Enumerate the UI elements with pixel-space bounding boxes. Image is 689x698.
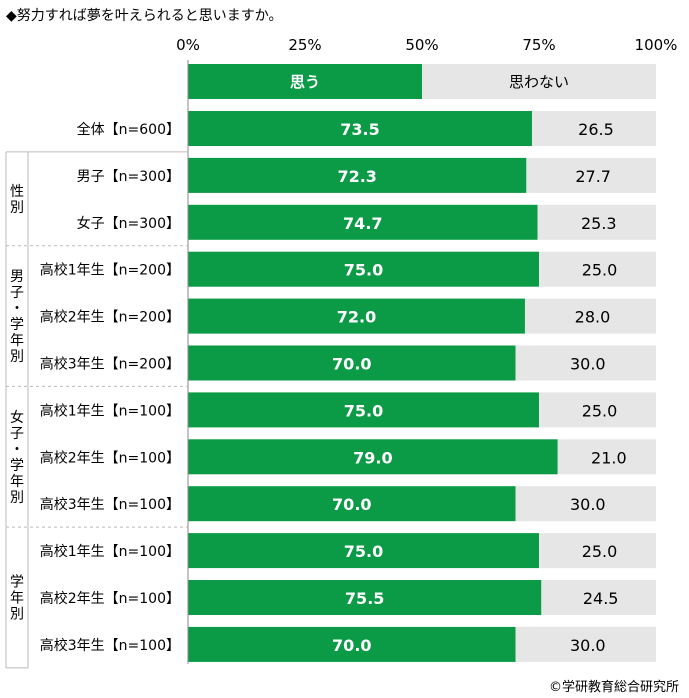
- bar-no: [537, 204, 656, 240]
- data-label-no: 30.0: [570, 636, 606, 655]
- x-tick-label: 100%: [635, 36, 678, 54]
- data-label-no: 30.0: [570, 495, 606, 514]
- data-label-yes: 70.0: [332, 636, 371, 655]
- data-label-yes: 70.0: [332, 355, 371, 374]
- legend-yes-swatch: [188, 64, 422, 99]
- bar-yes: [188, 439, 558, 475]
- data-label-no: 26.5: [578, 120, 614, 139]
- bar-yes: [188, 392, 539, 428]
- category-label: 高校3年生【n=100】: [40, 637, 180, 654]
- chart-title: ◆努力すれば夢を叶えられると思いますか。: [6, 8, 283, 24]
- data-label-no: 21.0: [591, 448, 627, 467]
- data-label-no: 30.0: [570, 355, 606, 374]
- category-label: 高校1年生【n=200】: [40, 262, 180, 279]
- category-label: 高校2年生【n=200】: [40, 309, 180, 326]
- data-label-no: 24.5: [583, 589, 619, 608]
- bar-yes: [188, 111, 532, 146]
- bar-no: [515, 626, 656, 662]
- data-label-yes: 74.7: [343, 214, 382, 233]
- x-tick-label: 0%: [176, 36, 200, 54]
- bar-no: [541, 580, 656, 615]
- data-label-yes: 73.5: [340, 120, 379, 139]
- legend-no-swatch: [422, 64, 656, 99]
- category-label: 高校1年生【n=100】: [40, 402, 180, 419]
- bar-no: [515, 345, 656, 381]
- x-tick-label: 25%: [288, 36, 321, 54]
- data-label-yes: 79.0: [353, 448, 392, 467]
- bar-no: [539, 251, 656, 287]
- data-label-yes: 75.5: [345, 589, 384, 608]
- x-tick-label: 75%: [522, 36, 555, 54]
- bar-yes: [188, 157, 527, 193]
- bar-yes: [188, 251, 539, 287]
- data-label-yes: 70.0: [332, 495, 371, 514]
- bar-no: [524, 298, 656, 334]
- data-label-no: 28.0: [575, 308, 611, 327]
- bar-no: [539, 533, 656, 569]
- group-label: 性別: [10, 184, 24, 216]
- data-label-yes: 72.0: [337, 308, 376, 327]
- bar-yes: [188, 580, 542, 615]
- data-label-no: 25.3: [581, 214, 617, 233]
- legend-no-label: 思わない: [509, 73, 569, 91]
- data-label-no: 27.7: [575, 167, 611, 186]
- category-label: 全体【n=600】: [77, 121, 180, 138]
- data-label-no: 25.0: [582, 401, 618, 420]
- bar-yes: [188, 204, 538, 240]
- bar-no: [531, 111, 656, 146]
- bar-no: [557, 439, 656, 475]
- bar-yes: [188, 626, 516, 662]
- bar-no: [539, 392, 656, 428]
- group-label: 学年別: [10, 575, 24, 623]
- group-label: 女子・学年別: [10, 409, 24, 506]
- category-label: 高校1年生【n=100】: [40, 543, 180, 560]
- category-label: 高校2年生【n=100】: [40, 590, 180, 607]
- copyright-credit: ©学研教育総合研究所: [548, 680, 679, 695]
- data-label-yes: 75.0: [344, 261, 383, 280]
- bar-yes: [188, 345, 516, 381]
- bar-yes: [188, 486, 516, 522]
- data-label-no: 25.0: [582, 261, 618, 280]
- data-label-no: 25.0: [582, 542, 618, 561]
- bar-no: [526, 157, 656, 193]
- category-label: 高校3年生【n=100】: [40, 496, 180, 513]
- data-label-yes: 72.3: [337, 167, 376, 186]
- bar-no: [515, 486, 656, 522]
- category-label: 高校3年生【n=200】: [40, 356, 180, 373]
- x-tick-label: 50%: [405, 36, 438, 54]
- category-label: 男子【n=300】: [77, 169, 180, 185]
- category-label: 高校2年生【n=100】: [40, 449, 180, 466]
- category-label: 女子【n=300】: [77, 215, 180, 232]
- data-label-yes: 75.0: [344, 542, 383, 561]
- bar-yes: [188, 298, 525, 334]
- bar-yes: [188, 533, 539, 569]
- data-label-yes: 75.0: [344, 401, 383, 420]
- legend-yes-label: 思う: [290, 73, 320, 91]
- group-label: 男子・学年別: [10, 269, 24, 365]
